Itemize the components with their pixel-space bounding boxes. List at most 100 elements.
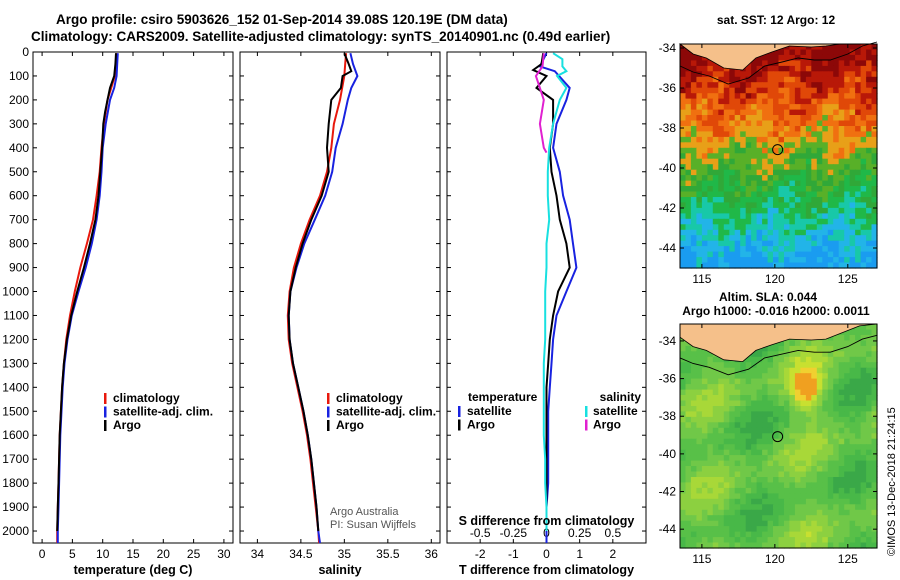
map-cell — [811, 416, 818, 423]
map-cell — [707, 218, 714, 225]
map-cell — [833, 104, 840, 111]
map-cell — [871, 389, 878, 396]
map-cell — [833, 82, 840, 89]
map-cell — [756, 153, 763, 160]
map-cell — [723, 466, 730, 473]
map-cell — [838, 395, 845, 402]
map-cell — [740, 207, 747, 214]
map-cell — [696, 400, 703, 407]
map-cell — [811, 71, 818, 78]
map-cell — [784, 246, 791, 253]
map-cell — [794, 115, 801, 122]
map-cell — [680, 54, 687, 61]
map-cell — [756, 169, 763, 176]
map-cell — [773, 531, 780, 538]
map-cell — [871, 449, 878, 456]
map-cell — [822, 362, 829, 369]
map-cell — [849, 438, 856, 445]
map-cell — [707, 235, 714, 242]
map-cell — [833, 229, 840, 236]
plot-frame — [239, 51, 441, 544]
map-cell — [690, 345, 697, 352]
map-cell — [855, 351, 862, 358]
map-cell — [680, 191, 687, 198]
map-cell — [701, 213, 708, 220]
x2-tick-label: 0.25 — [568, 526, 592, 540]
map-cell — [751, 367, 758, 374]
map-cell — [849, 378, 856, 385]
map-cell — [718, 115, 725, 122]
map-cell — [855, 120, 862, 127]
map-cell — [680, 142, 687, 149]
map-cell — [866, 444, 873, 451]
map-cell — [784, 345, 791, 352]
map-cell — [838, 186, 845, 193]
map-cell — [696, 509, 703, 516]
map-cell — [778, 471, 785, 478]
map-cell — [784, 76, 791, 83]
map-cell — [789, 362, 796, 369]
map-cell — [762, 251, 769, 258]
map-cell — [800, 76, 807, 83]
map-cell — [751, 147, 758, 154]
map-cells — [680, 44, 878, 269]
map-cell — [762, 109, 769, 116]
map-cell — [762, 460, 769, 467]
map-cell — [712, 400, 719, 407]
map-cell — [789, 229, 796, 236]
map-cell — [838, 98, 845, 105]
map-cell — [707, 416, 714, 423]
map-cell — [800, 153, 807, 160]
map-cell — [696, 493, 703, 500]
map-cell — [833, 520, 840, 527]
map-cell — [849, 498, 856, 505]
map-cell — [734, 444, 741, 451]
map-cell — [784, 235, 791, 242]
map-cell — [860, 389, 867, 396]
map-cell — [860, 362, 867, 369]
map-cell — [827, 60, 834, 67]
map-cell — [690, 240, 697, 247]
map-cell — [718, 186, 725, 193]
map-cell — [844, 229, 851, 236]
map-cell — [734, 197, 741, 204]
map-cell — [838, 164, 845, 171]
map-cell — [680, 240, 687, 247]
map-cell — [789, 164, 796, 171]
map-cell — [718, 482, 725, 489]
map-cell — [860, 427, 867, 434]
map-cell — [844, 164, 851, 171]
map-cell — [723, 449, 730, 456]
map-cell — [745, 218, 752, 225]
map-cell — [805, 351, 812, 358]
map-cell — [866, 257, 873, 264]
map-cell — [701, 180, 708, 187]
map-cell — [860, 93, 867, 100]
map-cell — [789, 438, 796, 445]
map-cell — [816, 438, 823, 445]
map-cell — [690, 400, 697, 407]
map-cell — [751, 229, 758, 236]
map-cell — [833, 60, 840, 67]
map-cell — [751, 416, 758, 423]
map-cell — [822, 537, 829, 544]
map-cell — [866, 471, 873, 478]
map-cell — [734, 224, 741, 231]
map-cell — [822, 126, 829, 133]
argo-float-marker — [772, 431, 784, 443]
map-cell — [707, 164, 714, 171]
map-cell — [729, 427, 736, 434]
map-cell — [707, 115, 714, 122]
map-cell — [762, 406, 769, 413]
map-cell — [860, 180, 867, 187]
map-cell — [751, 120, 758, 127]
map-cell — [767, 98, 774, 105]
map-cell — [723, 460, 730, 467]
map-cell — [712, 531, 719, 538]
map-cell — [696, 82, 703, 89]
map-cell — [794, 229, 801, 236]
map-cell — [685, 487, 692, 494]
map-cell — [816, 340, 823, 347]
map-cell — [751, 153, 758, 160]
map-cell — [729, 411, 736, 418]
